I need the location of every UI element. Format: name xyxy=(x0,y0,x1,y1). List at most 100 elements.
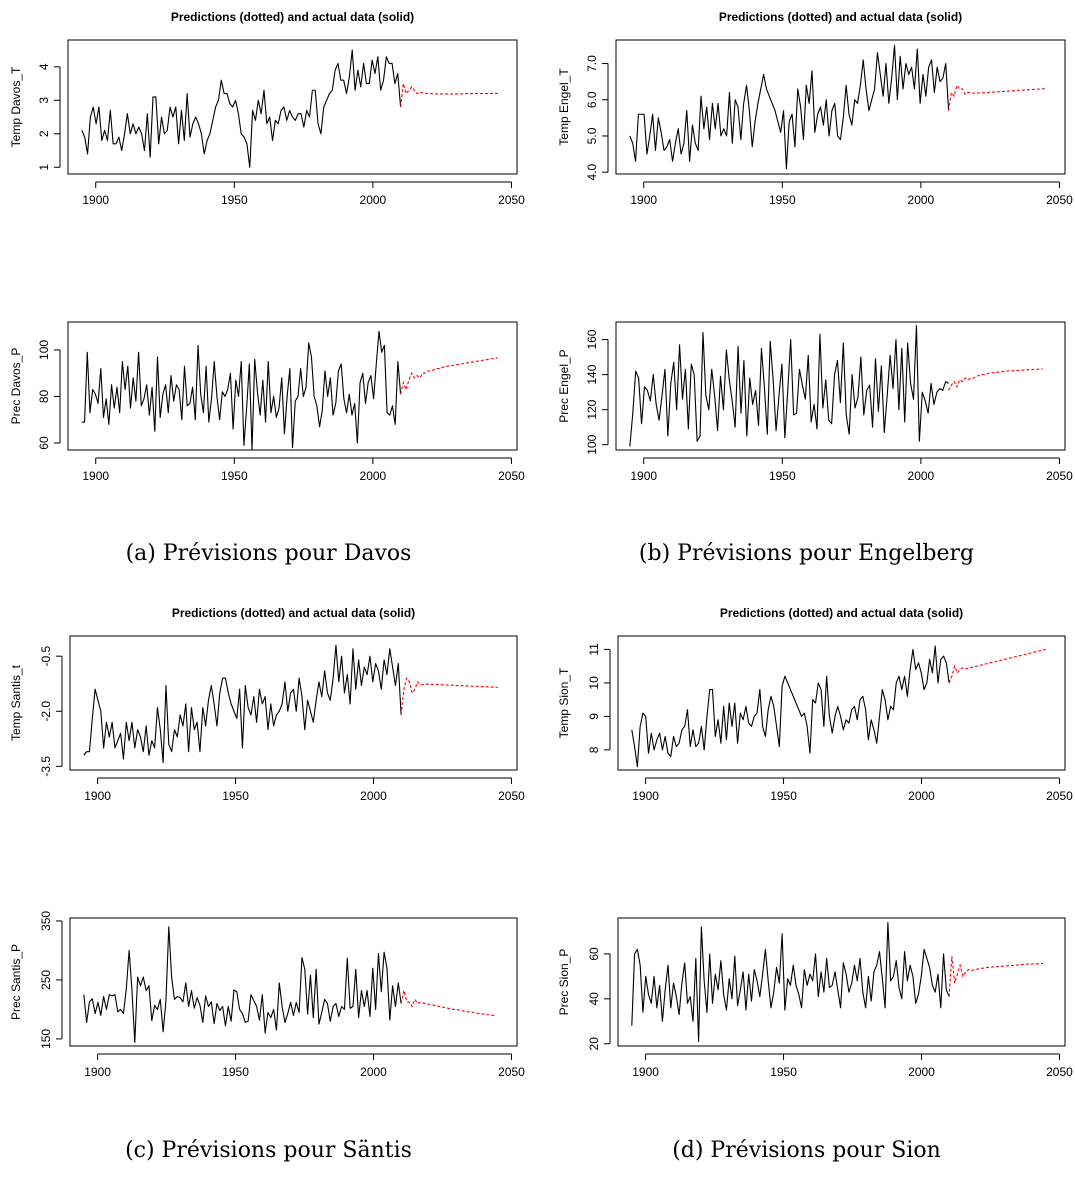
panel-2-prec-y-label: Prec Santis_P xyxy=(9,944,23,1020)
panel-3-prec-x-tick-label-2000: 2000 xyxy=(908,1065,935,1079)
panel-0-prec-actual-line xyxy=(81,330,402,451)
caption-sion: (d) Prévisions pour Sion xyxy=(672,1138,941,1163)
panel-3-prec-plot: 1900 1950 2000 2050 20 40 60 Prec Sion_P xyxy=(557,917,1073,1079)
panel-2-prec-x-tick-label-2050: 2050 xyxy=(498,1065,525,1079)
panel-2: Predictions (dotted) and actual data (so… xyxy=(9,606,525,1079)
panel-3-prec-y-tick-label-2: 60 xyxy=(587,947,601,961)
panel-1-prec-forecast-line xyxy=(948,368,1043,391)
panel-0-prec-x-tick-label-1950: 1950 xyxy=(221,469,248,483)
caption-engelberg: (b) Prévisions pour Engelberg xyxy=(638,541,975,566)
panel-2-temp-x-tick-label-1900: 1900 xyxy=(84,789,111,803)
panel-3-prec-x-tick-label-2050: 2050 xyxy=(1046,1065,1073,1079)
panel-2-temp-forecast-line xyxy=(400,676,498,715)
panel-2-prec-y-tick-label-2: 350 xyxy=(39,911,53,931)
panel-0-prec-y-tick-label-1: 80 xyxy=(37,389,51,403)
panel-0-temp-x-tick-label-1900: 1900 xyxy=(82,193,109,207)
panel-1-temp-x-tick-label-1950: 1950 xyxy=(769,193,796,207)
panel-1-prec-y-tick-label-3: 160 xyxy=(585,329,599,349)
panel-2-temp-x-tick-label-2000: 2000 xyxy=(360,789,387,803)
panel-2-temp-x-tick-label-1950: 1950 xyxy=(222,789,249,803)
panel-3-temp-plot: 1900 1950 2000 2050 8 9 10 11 Temp Sion_T xyxy=(557,635,1073,803)
caption-davos: (a) Prévisions pour Davos xyxy=(125,541,412,566)
panel-2-prec-x-tick-label-2000: 2000 xyxy=(360,1065,387,1079)
panel-2-prec-forecast-line xyxy=(400,990,495,1016)
panel-0-prec-plot: 1900 1950 2000 2050 60 80 100 Prec Davos_P xyxy=(9,321,525,483)
panel-3-temp-y-label: Temp Sion_T xyxy=(557,667,571,738)
panel-3-temp-x-tick-label-2050: 2050 xyxy=(1046,789,1073,803)
panel-1-temp-x-tick-label-2000: 2000 xyxy=(908,193,935,207)
panel-2-prec-x-tick-label-1900: 1900 xyxy=(84,1065,111,1079)
panel-3-temp-x-tick-label-1950: 1950 xyxy=(770,789,797,803)
panel-3-prec-actual-line xyxy=(631,921,950,1043)
panel-0-prec-x-tick-label-2050: 2050 xyxy=(498,469,525,483)
panel-1-temp-plot: 1900 1950 2000 2050 4.0 5.0 6.0 7.0 Temp Engel_T xyxy=(557,39,1073,207)
panel-0-temp-y-tick-label-3: 4 xyxy=(37,63,51,70)
panel-2-prec-y-tick-label-1: 250 xyxy=(39,970,53,990)
panel-1: Predictions (dotted) and actual data (so… xyxy=(557,10,1073,483)
panel-3-temp-forecast-line xyxy=(948,648,1046,684)
panel-1-prec-y-tick-label-0: 100 xyxy=(585,434,599,454)
panel-0-prec-frame xyxy=(67,321,518,451)
panel-1-prec-x-tick-label-2000: 2000 xyxy=(908,469,935,483)
panel-3-temp-y-tick-label-3: 11 xyxy=(587,643,601,656)
panel-1-prec-actual-line xyxy=(629,324,949,447)
panel-2-temp-y-tick-label-2: -0.5 xyxy=(39,646,53,667)
panel-1-temp-frame xyxy=(615,39,1066,175)
panel-2-prec-frame xyxy=(69,917,518,1047)
panel-3-prec-y-tick-label-0: 20 xyxy=(587,1037,601,1051)
panel-0-temp-plot: 1900 1950 2000 2050 1 2 3 4 Temp Davos_T xyxy=(9,39,525,207)
panel-0-temp-y-tick-label-0: 1 xyxy=(37,164,51,171)
panel-1-prec-x-tick-label-1950: 1950 xyxy=(769,469,796,483)
panel-2-temp-actual-line xyxy=(83,644,402,764)
panel-0-temp-forecast-line xyxy=(400,83,501,108)
panel-0-prec-forecast-line xyxy=(400,357,498,395)
panel-2-temp-y-label: Temp Santis_t xyxy=(9,664,23,741)
panel-0-temp-y-label: Temp Davos_T xyxy=(9,66,23,147)
panel-3-temp-x-tick-label-2000: 2000 xyxy=(908,789,935,803)
panel-2-temp-y-tick-label-0: -3.5 xyxy=(39,756,53,777)
panel-3-temp-frame xyxy=(617,635,1066,771)
panel-1-temp-y-tick-label-0: 4.0 xyxy=(585,164,599,181)
panel-0-temp-actual-line xyxy=(81,49,402,168)
panel-0-temp-frame xyxy=(67,39,518,175)
panel-0: Predictions (dotted) and actual data (so… xyxy=(9,10,525,483)
panel-0-prec-x-tick-label-1900: 1900 xyxy=(82,469,109,483)
panel-2-prec-plot: 1900 1950 2000 2050 150 250 350 Prec Santis_P xyxy=(9,911,525,1079)
panel-0-prec-x-tick-label-2000: 2000 xyxy=(360,469,387,483)
panel-2-prec-actual-line xyxy=(83,926,402,1044)
panel-0-temp-y-tick-label-1: 2 xyxy=(37,130,51,137)
panel-2-temp-plot: 1900 1950 2000 2050 -3.5 -2.0 -0.5 Temp Santis_… xyxy=(9,635,525,803)
panel-3-title: Predictions (dotted) and actual data (so… xyxy=(720,606,963,620)
panel-1-prec-y-label: Prec Engel_P xyxy=(557,349,571,422)
panel-0-temp-x-tick-label-1950: 1950 xyxy=(221,193,248,207)
panel-0-temp-x-tick-label-2000: 2000 xyxy=(360,193,387,207)
panel-3-prec-y-label: Prec Sion_P xyxy=(557,949,571,1016)
panel-1-temp-x-tick-label-2050: 2050 xyxy=(1046,193,1073,207)
panel-1-temp-forecast-line xyxy=(948,84,1046,111)
panel-2-temp-x-tick-label-2050: 2050 xyxy=(498,789,525,803)
panel-1-temp-x-tick-label-1900: 1900 xyxy=(630,193,657,207)
panel-0-temp-y-tick-label-2: 3 xyxy=(37,97,51,104)
caption-santis: (c) Prévisions pour Säntis xyxy=(125,1138,412,1163)
panel-1-prec-x-tick-label-1900: 1900 xyxy=(630,469,657,483)
panel-3-prec-y-tick-label-1: 40 xyxy=(587,992,601,1006)
panel-1-prec-plot: 1900 1950 2000 2050 100 120 140 160 Prec Engel_P xyxy=(557,321,1073,483)
panel-0-prec-y-tick-label-2: 100 xyxy=(37,340,51,360)
panel-3-prec-x-tick-label-1900: 1900 xyxy=(632,1065,659,1079)
panel-1-prec-x-tick-label-2050: 2050 xyxy=(1046,469,1073,483)
panel-1-temp-y-tick-label-1: 5.0 xyxy=(585,127,599,144)
panel-0-title: Predictions (dotted) and actual data (so… xyxy=(171,10,414,24)
panel-1-prec-y-tick-label-2: 140 xyxy=(585,364,599,384)
panel-1-temp-y-tick-label-2: 6.0 xyxy=(585,91,599,108)
panel-1-temp-y-label: Temp Engel_T xyxy=(557,68,571,146)
panel-0-prec-y-tick-label-0: 60 xyxy=(37,436,51,450)
panel-2-temp-y-tick-label-1: -2.0 xyxy=(39,701,53,722)
panel-2-prec-y-tick-label-0: 150 xyxy=(39,1029,53,1049)
panel-0-prec-y-label: Prec Davos_P xyxy=(9,348,23,425)
panel-1-prec-y-tick-label-1: 120 xyxy=(585,399,599,419)
panel-3: Predictions (dotted) and actual data (so… xyxy=(557,606,1073,1079)
panel-3-prec-forecast-line xyxy=(948,956,1043,997)
panel-2-temp-frame xyxy=(69,635,518,771)
